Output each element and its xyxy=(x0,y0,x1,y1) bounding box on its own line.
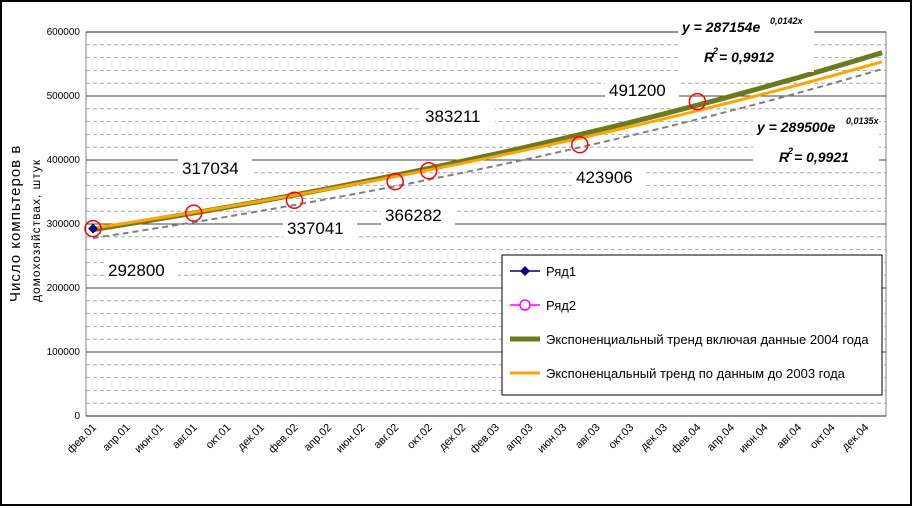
series2-marker xyxy=(688,92,707,111)
series2-marker xyxy=(184,204,203,222)
x-tick-label: июн.04 xyxy=(737,422,771,456)
y-tick-label: 0 xyxy=(74,411,80,422)
data-label: 383211 xyxy=(425,107,480,126)
data-label-bg xyxy=(421,104,495,126)
data-label: 317034 xyxy=(182,159,239,178)
trend-equation-exponent: 0,0135x xyxy=(846,116,880,126)
x-tick-label: авг.01 xyxy=(170,422,200,452)
y-tick-label: 400000 xyxy=(47,155,81,166)
y-tick-label: 600000 xyxy=(47,27,81,38)
x-tick-label: фев.01 xyxy=(65,422,99,456)
trend-equation: y = 289500e xyxy=(756,119,835,135)
series2-marker xyxy=(571,135,589,154)
x-tick-label: дек.03 xyxy=(638,422,670,454)
legend-circle-marker xyxy=(519,299,531,311)
trend-equation: y = 287154e xyxy=(681,19,760,35)
trend-line xyxy=(92,60,883,230)
x-tick-label: фев.02 xyxy=(266,422,300,456)
data-label: 423906 xyxy=(576,168,633,187)
x-tick-label: июн.03 xyxy=(535,422,569,456)
y-tick-label: 200000 xyxy=(47,283,81,294)
x-tick-label: июн.01 xyxy=(132,422,166,456)
y-tick-label: 100000 xyxy=(47,347,81,358)
trend-r2-exponent: 2 xyxy=(712,46,718,56)
trend-r2-value: = 0,9912 xyxy=(719,49,774,65)
x-tick-label: окт.04 xyxy=(808,422,838,452)
y-tick-label: 300000 xyxy=(47,219,81,230)
x-tick-label: апр.04 xyxy=(705,422,737,454)
x-tick-label: окт.02 xyxy=(405,422,435,452)
trend-r2-label: R xyxy=(779,149,790,165)
x-tick-label: апр.01 xyxy=(101,422,133,454)
series2-marker xyxy=(84,219,102,238)
legend-diamond-marker xyxy=(520,266,530,276)
data-label: 337041 xyxy=(287,219,344,238)
series2-marker xyxy=(285,191,304,210)
x-tick-label: окт.03 xyxy=(606,422,636,452)
trend-r2-exponent: 2 xyxy=(787,146,793,156)
data-label-bg xyxy=(178,156,252,178)
trend-equation-bg xyxy=(678,12,814,72)
y-axis-label-line1: Число компьтеров в xyxy=(7,145,24,302)
x-tick-label: фев.04 xyxy=(669,422,703,456)
x-tick-label: дек.02 xyxy=(437,422,469,454)
data-label-bg xyxy=(605,78,679,100)
x-tick-label: апр.03 xyxy=(503,422,535,454)
data-label: 491200 xyxy=(609,81,666,100)
x-tick-label: авг.03 xyxy=(573,422,603,452)
series1-marker xyxy=(88,223,98,234)
data-label-bg xyxy=(104,258,178,280)
legend-label: Ряд1 xyxy=(546,264,576,279)
legend-label: Ряд2 xyxy=(546,298,576,313)
data-label-bg xyxy=(572,165,646,187)
data-label-bg xyxy=(283,216,357,238)
series2-marker xyxy=(419,161,438,180)
y-tick-label: 500000 xyxy=(47,91,81,102)
legend-label: Экспоненцальный тренд по данным до 2003 … xyxy=(546,366,846,381)
x-tick-label: дек.04 xyxy=(840,422,872,454)
legend-box xyxy=(501,254,883,396)
data-label: 292800 xyxy=(108,261,165,280)
data-label-bg xyxy=(381,203,455,225)
trend-equation-bg xyxy=(753,112,879,172)
trend-equation-exponent: 0,0142x xyxy=(770,16,804,26)
x-tick-label: июн.02 xyxy=(334,422,368,456)
dashed-series-line xyxy=(92,68,883,240)
x-tick-label: апр.02 xyxy=(302,422,334,454)
series2-marker xyxy=(386,172,404,191)
trend-r2-value: = 0,9921 xyxy=(794,149,849,165)
x-tick-label: авг.04 xyxy=(775,422,805,452)
data-label: 366282 xyxy=(385,206,442,225)
x-tick-label: фев.03 xyxy=(468,422,502,456)
trend-r2-label: R xyxy=(704,49,715,65)
legend-label: Экспоненциальный тренд включая данные 20… xyxy=(546,332,869,347)
y-axis-label-line2: домохозяйствах, штук xyxy=(29,159,43,302)
x-tick-label: авг.02 xyxy=(372,422,402,452)
x-tick-label: окт.01 xyxy=(204,422,234,452)
x-tick-label: дек.01 xyxy=(235,422,267,454)
